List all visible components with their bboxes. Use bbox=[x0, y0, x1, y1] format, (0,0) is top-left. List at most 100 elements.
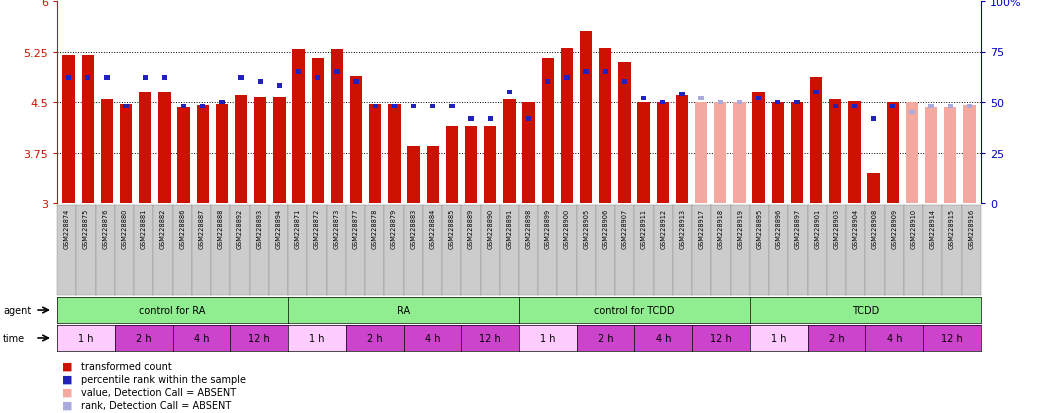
Bar bbox=[219, 100, 224, 105]
Text: agent: agent bbox=[3, 305, 31, 315]
Text: 1 h: 1 h bbox=[309, 333, 325, 343]
Bar bbox=[580, 32, 593, 204]
Bar bbox=[522, 103, 535, 204]
Bar bbox=[296, 70, 301, 75]
Bar bbox=[353, 80, 359, 85]
Bar bbox=[886, 103, 899, 204]
Bar bbox=[814, 90, 819, 95]
Bar bbox=[963, 106, 976, 204]
Bar bbox=[350, 77, 362, 204]
Text: 1 h: 1 h bbox=[771, 333, 787, 343]
Bar bbox=[871, 116, 876, 121]
Bar bbox=[756, 96, 761, 101]
Text: GSM228882: GSM228882 bbox=[160, 208, 166, 249]
Text: 2 h: 2 h bbox=[828, 333, 844, 343]
Bar bbox=[603, 70, 608, 75]
Bar bbox=[82, 56, 94, 204]
Bar bbox=[104, 76, 110, 81]
Text: GSM228895: GSM228895 bbox=[757, 208, 763, 248]
Text: control for RA: control for RA bbox=[139, 305, 206, 315]
Text: 12 h: 12 h bbox=[710, 333, 732, 343]
Bar bbox=[599, 49, 611, 204]
Bar bbox=[679, 93, 685, 97]
Text: GSM228889: GSM228889 bbox=[468, 208, 474, 248]
Text: 4 h: 4 h bbox=[425, 333, 440, 343]
Bar bbox=[311, 59, 324, 204]
Bar bbox=[142, 76, 148, 81]
Text: GSM228912: GSM228912 bbox=[660, 208, 666, 248]
Bar bbox=[928, 104, 934, 109]
Bar bbox=[139, 93, 152, 204]
Bar bbox=[62, 56, 75, 204]
Bar bbox=[507, 90, 512, 95]
Text: GSM228880: GSM228880 bbox=[121, 208, 128, 249]
Bar bbox=[948, 104, 953, 109]
Bar bbox=[660, 100, 665, 105]
Bar bbox=[542, 59, 554, 204]
Bar bbox=[794, 100, 799, 105]
Text: 2 h: 2 h bbox=[136, 333, 152, 343]
Text: 1 h: 1 h bbox=[78, 333, 93, 343]
Text: GSM228903: GSM228903 bbox=[834, 208, 840, 248]
Bar bbox=[810, 78, 822, 204]
Text: GSM228911: GSM228911 bbox=[641, 208, 647, 248]
Text: ■: ■ bbox=[62, 387, 73, 397]
Text: GSM228899: GSM228899 bbox=[545, 208, 551, 248]
Bar bbox=[694, 103, 707, 204]
Text: percentile rank within the sample: percentile rank within the sample bbox=[81, 374, 246, 384]
Text: GSM228885: GSM228885 bbox=[448, 208, 455, 249]
Text: GSM228900: GSM228900 bbox=[564, 208, 570, 248]
Bar bbox=[656, 103, 668, 204]
Text: GSM228872: GSM228872 bbox=[313, 208, 320, 249]
Bar bbox=[235, 96, 247, 204]
Bar bbox=[676, 96, 688, 204]
Bar bbox=[753, 93, 765, 204]
Text: ■: ■ bbox=[62, 361, 73, 371]
Bar bbox=[832, 104, 838, 109]
Bar bbox=[503, 100, 516, 204]
Bar bbox=[430, 104, 435, 109]
Bar bbox=[124, 104, 129, 109]
Text: GSM228881: GSM228881 bbox=[141, 208, 146, 248]
Text: GSM228905: GSM228905 bbox=[583, 208, 590, 248]
Bar bbox=[177, 108, 190, 204]
Text: 12 h: 12 h bbox=[941, 333, 963, 343]
Bar bbox=[906, 103, 919, 204]
Bar bbox=[640, 96, 647, 101]
Text: GSM228871: GSM228871 bbox=[295, 208, 301, 248]
Bar bbox=[407, 147, 419, 204]
Bar bbox=[373, 104, 378, 109]
Bar bbox=[775, 100, 781, 105]
Bar bbox=[85, 76, 90, 81]
Bar bbox=[488, 116, 493, 121]
Bar bbox=[316, 76, 321, 81]
Bar bbox=[526, 116, 531, 121]
Bar bbox=[925, 108, 937, 204]
Text: 4 h: 4 h bbox=[194, 333, 210, 343]
Text: GSM228906: GSM228906 bbox=[603, 208, 608, 248]
Bar bbox=[545, 80, 550, 85]
Text: TCDD: TCDD bbox=[852, 305, 879, 315]
Text: GSM228874: GSM228874 bbox=[63, 208, 70, 249]
Bar bbox=[468, 116, 473, 121]
Text: GSM228884: GSM228884 bbox=[430, 208, 435, 249]
Bar bbox=[465, 126, 477, 204]
Text: GSM228904: GSM228904 bbox=[853, 208, 858, 248]
Bar bbox=[829, 100, 842, 204]
Text: GSM228892: GSM228892 bbox=[237, 208, 243, 248]
Text: GSM228909: GSM228909 bbox=[892, 208, 897, 248]
Text: GSM228890: GSM228890 bbox=[487, 208, 493, 248]
Text: GSM228908: GSM228908 bbox=[872, 208, 878, 248]
Text: GSM228901: GSM228901 bbox=[815, 208, 820, 248]
Bar bbox=[162, 76, 167, 81]
Text: GSM228915: GSM228915 bbox=[949, 208, 955, 248]
Bar bbox=[370, 105, 382, 204]
Text: RA: RA bbox=[397, 305, 410, 315]
Text: GSM228875: GSM228875 bbox=[83, 208, 89, 249]
Text: 4 h: 4 h bbox=[886, 333, 902, 343]
Text: GSM228910: GSM228910 bbox=[910, 208, 917, 248]
Bar bbox=[484, 126, 496, 204]
Bar bbox=[733, 103, 745, 204]
Bar bbox=[277, 84, 282, 89]
Bar bbox=[273, 98, 285, 204]
